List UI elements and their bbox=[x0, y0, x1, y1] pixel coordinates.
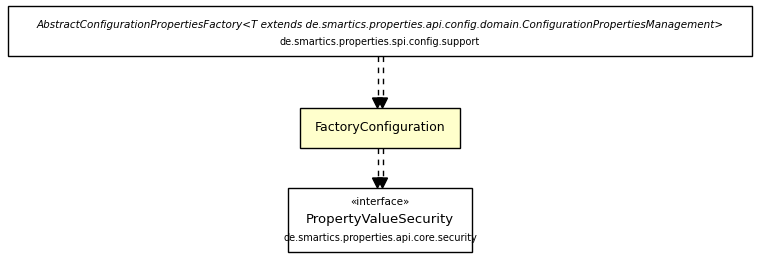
Text: FactoryConfiguration: FactoryConfiguration bbox=[315, 121, 445, 134]
Bar bbox=[8, 6, 752, 56]
Bar bbox=[288, 188, 472, 252]
Text: de.smartics.properties.spi.config.support: de.smartics.properties.spi.config.suppor… bbox=[280, 37, 480, 47]
Polygon shape bbox=[372, 98, 382, 108]
Polygon shape bbox=[378, 178, 388, 188]
Text: «interface»: «interface» bbox=[350, 197, 410, 207]
Text: de.smartics.properties.api.core.security: de.smartics.properties.api.core.security bbox=[283, 233, 477, 243]
Text: AbstractConfigurationPropertiesFactory<T extends de.smartics.properties.api.conf: AbstractConfigurationPropertiesFactory<T… bbox=[36, 20, 724, 30]
Polygon shape bbox=[372, 178, 382, 188]
Polygon shape bbox=[378, 98, 388, 108]
Text: PropertyValueSecurity: PropertyValueSecurity bbox=[306, 214, 454, 227]
Bar bbox=[300, 108, 460, 148]
